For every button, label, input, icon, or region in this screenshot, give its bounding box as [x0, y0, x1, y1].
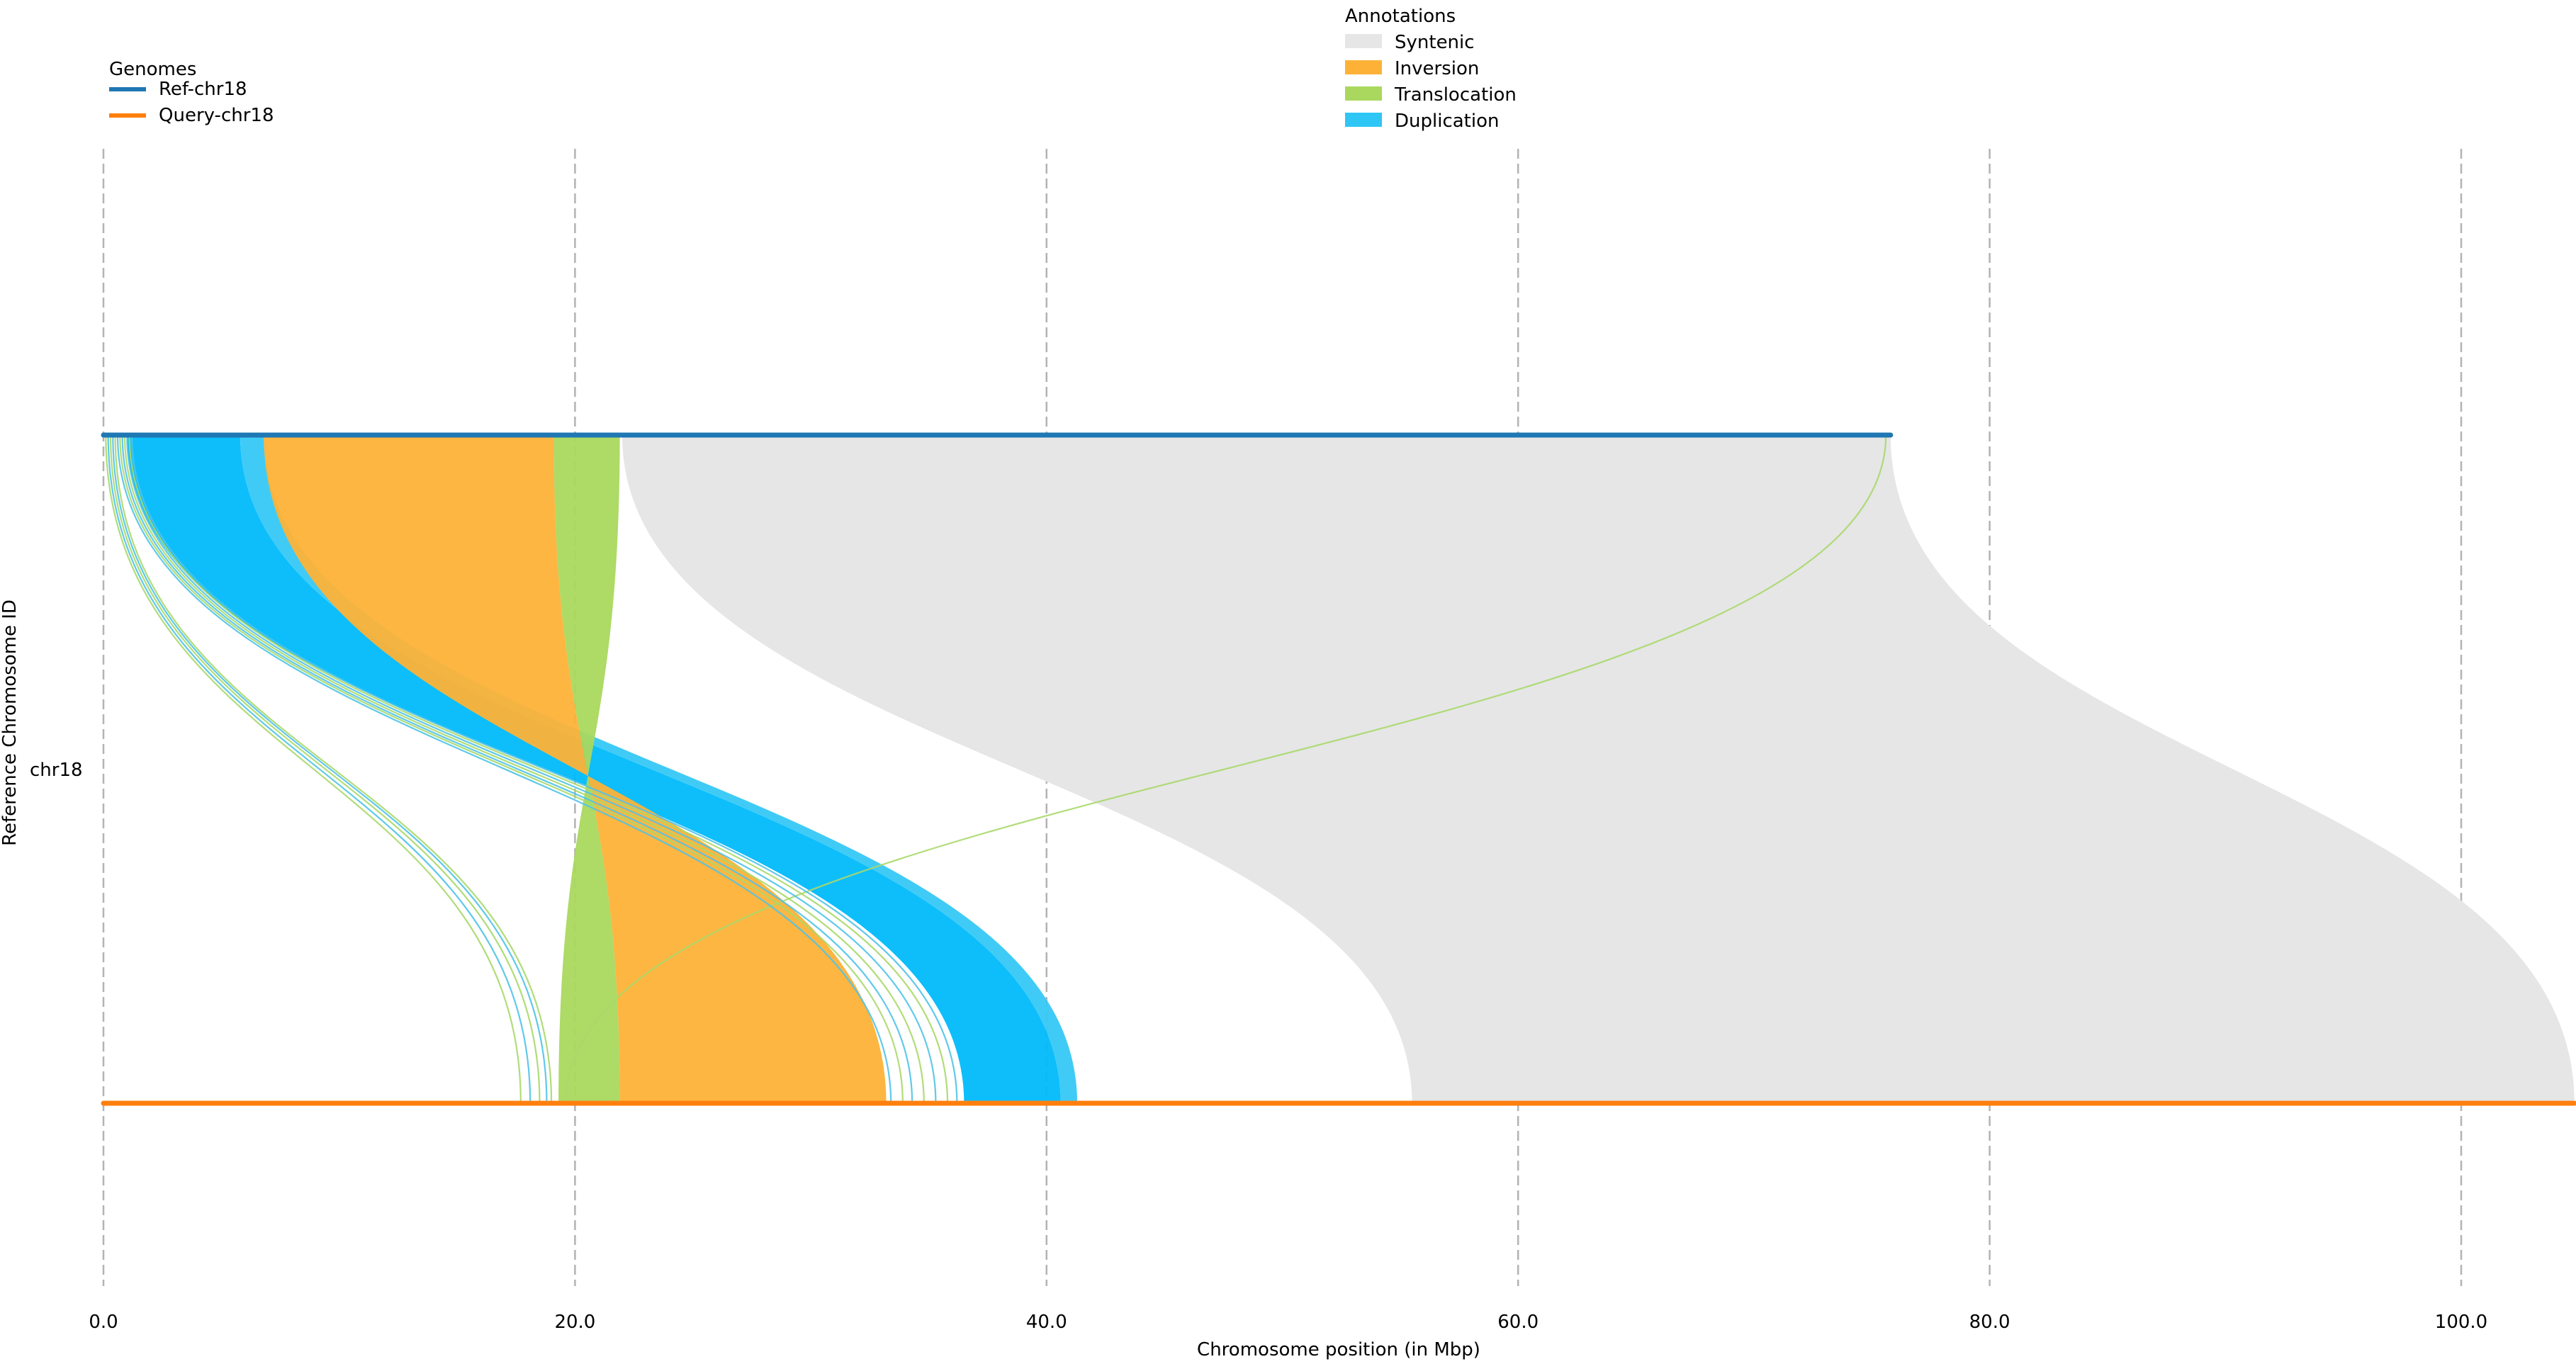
ribbon-inversion: [264, 435, 887, 1103]
legend-label: Duplication: [1395, 111, 1499, 132]
ribbon-translocation: [553, 435, 620, 1103]
synteny-ribbons: [127, 435, 2575, 1103]
legend-swatch: [1345, 86, 1382, 101]
link-duplication: [107, 434, 531, 1104]
legend-label: Translocation: [1394, 84, 1517, 106]
link-duplication: [116, 434, 892, 1104]
ribbon-syntenic: [621, 435, 2575, 1103]
link-translocation: [119, 434, 904, 1104]
annotations-legend: Annotations Syntenic Inversion Translocati…: [1345, 6, 1517, 132]
link-translocation: [109, 434, 541, 1104]
link-duplication: [126, 434, 937, 1104]
legend-label: Ref-chr18: [159, 79, 247, 100]
genome-bars: [101, 432, 2576, 1106]
legend-swatch: [1345, 113, 1382, 127]
link-translocation: [128, 434, 949, 1104]
link-translocation: [105, 434, 522, 1104]
x-tick-label: 40.0: [1026, 1312, 1067, 1333]
x-tick-label: 80.0: [1969, 1312, 2010, 1333]
legend-swatch: [1345, 34, 1382, 48]
annotations-legend-title: Annotations: [1345, 6, 1456, 27]
ribbon-duplication: [240, 435, 1078, 1103]
link-translocation: [564, 434, 1887, 1104]
link-duplication: [121, 434, 913, 1104]
genomes-legend: Genomes Ref-chr18 Query-chr18: [109, 59, 274, 126]
alignment-links: [105, 434, 1887, 1104]
x-tick-label: 60.0: [1497, 1312, 1539, 1333]
chromosome-label: chr18: [30, 760, 83, 781]
legend-swatch: [1345, 60, 1382, 74]
x-tick-label: 20.0: [554, 1312, 595, 1333]
legend-label: Syntenic: [1395, 32, 1475, 53]
link-translocation: [114, 434, 553, 1104]
link-translocation: [123, 434, 925, 1104]
y-axis-label: Reference Chromosome ID: [0, 599, 21, 846]
x-axis-label: Chromosome position (in Mbp): [1197, 1339, 1480, 1360]
legend-label: Query-chr18: [159, 105, 274, 126]
legend-label: Inversion: [1395, 58, 1479, 79]
x-tick-label: 100.0: [2435, 1312, 2487, 1333]
ribbon-duplication: [127, 435, 1061, 1103]
x-axis-tick-labels: 0.0 20.0 40.0 60.0 80.0 100.0: [89, 1312, 2487, 1333]
genomes-legend-title: Genomes: [109, 59, 196, 80]
link-duplication: [130, 434, 958, 1104]
link-duplication: [112, 434, 548, 1104]
x-tick-label: 0.0: [89, 1312, 118, 1333]
